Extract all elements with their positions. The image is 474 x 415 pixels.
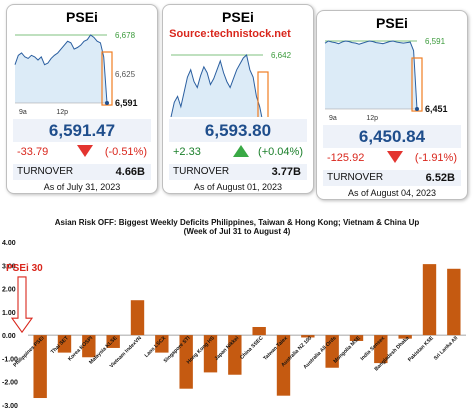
price-area xyxy=(171,55,262,117)
turnover-row: TURNOVER 3.77B xyxy=(169,164,307,180)
card-title: PSEi xyxy=(222,9,254,25)
turnover-value: 4.66B xyxy=(115,166,145,178)
change-row: +2.33 (+0.04%) xyxy=(169,144,307,160)
percent-change: (-0.51%) xyxy=(104,146,147,158)
bar-3 xyxy=(106,335,120,348)
mini-high-label: 6,642 xyxy=(271,51,292,60)
point-change: +2.33 xyxy=(173,146,201,158)
as-of-date: As of July 31, 2023 xyxy=(43,182,121,192)
index-price: 6,591.47 xyxy=(13,119,151,142)
bar-6 xyxy=(179,335,193,389)
y-tick-label: 0.00 xyxy=(2,333,16,340)
chart-subtitle: (Week of Jul 31 to August 4) xyxy=(183,227,291,236)
as-of-date: As of August 01, 2023 xyxy=(193,182,283,192)
mini-time-label: 9a xyxy=(329,115,337,122)
category-label: China SSEC xyxy=(239,335,265,361)
close-point xyxy=(415,107,419,111)
percent-change: (+0.04%) xyxy=(258,146,303,158)
mini-time-label: 9a xyxy=(19,109,27,116)
percent-change: (-1.91%) xyxy=(414,152,457,164)
source-label: Source:technistock.net xyxy=(169,28,291,40)
price-line xyxy=(14,34,108,104)
point-change: -33.79 xyxy=(17,146,49,158)
card-title: PSEi xyxy=(66,9,98,25)
bar-0 xyxy=(33,335,47,399)
bar-2 xyxy=(82,335,96,358)
chart-title-line: Asian Risk OFF: Biggest Weekly Deficits … xyxy=(54,218,420,227)
chart-title: Asian Risk OFF: Biggest Weekly Deficits … xyxy=(0,218,474,236)
bar-14 xyxy=(374,335,388,364)
y-tick-label: 4.00 xyxy=(2,240,16,247)
mini-close-label: 6,591 xyxy=(115,98,138,108)
turnover-value: 3.77B xyxy=(271,166,301,178)
highlight-box xyxy=(257,71,269,117)
price-area xyxy=(325,41,417,109)
bar-15 xyxy=(398,335,412,339)
change-row: -33.79 (-0.51%) xyxy=(13,144,151,160)
price-line xyxy=(170,54,263,117)
bar-8 xyxy=(228,335,242,375)
turnover-label: TURNOVER xyxy=(327,172,384,183)
psei-card-jul31: PSEi 6,678 6,625 6,591 9a 12p 6,591.47 -33.7… xyxy=(6,4,158,194)
bar-10 xyxy=(276,335,291,396)
bar-16 xyxy=(422,264,437,336)
as-of-date: As of August 04, 2023 xyxy=(347,188,437,198)
mini-time-label: 12p xyxy=(366,115,378,122)
bar-1 xyxy=(57,335,72,353)
mini-mid-label: 6,625 xyxy=(115,70,136,79)
bar-4 xyxy=(130,300,145,336)
bar-11 xyxy=(301,335,315,338)
bar-7 xyxy=(203,335,218,373)
index-price: 6,593.80 xyxy=(169,119,307,142)
mini-time-label: 12p xyxy=(56,109,68,116)
up-arrow-icon xyxy=(233,145,249,157)
turnover-row: TURNOVER 6.52B xyxy=(323,170,461,186)
index-price: 6,450.84 xyxy=(323,125,461,148)
bar-12 xyxy=(325,335,339,368)
annotation-arrow-icon xyxy=(10,276,34,334)
y-tick-label: -2.00 xyxy=(2,380,18,387)
highlight-box xyxy=(411,57,423,112)
price-line xyxy=(324,40,418,110)
turnover-row: TURNOVER 4.66B xyxy=(13,164,151,180)
y-tick-label: -3.00 xyxy=(2,403,18,410)
change-row: -125.92 (-1.91%) xyxy=(323,150,461,166)
highlight-box xyxy=(101,51,113,106)
y-tick-label: 3.00 xyxy=(2,263,16,270)
mini-close-label: 6,451 xyxy=(425,104,448,114)
y-tick-label: -1.00 xyxy=(2,356,18,363)
category-label: Pakistan KSE xyxy=(407,335,435,363)
mini-high-label: 6,591 xyxy=(425,37,446,46)
y-tick-label: 2.00 xyxy=(2,287,16,294)
bar-13 xyxy=(349,335,364,341)
turnover-label: TURNOVER xyxy=(173,166,230,177)
close-point xyxy=(105,101,109,105)
y-tick-label: 1.00 xyxy=(2,310,16,317)
bar-9 xyxy=(252,326,266,336)
bar-5 xyxy=(155,335,169,353)
turnover-label: TURNOVER xyxy=(17,166,74,177)
weekly-change-bar-chart: 4.003.002.001.000.00-1.00-2.00-3.00Phili… xyxy=(2,240,466,410)
psei-card-aug04: PSEi 6,591 6,451 9a 12p 6,450.84 -125.92 (-… xyxy=(316,10,468,200)
turnover-value: 6.52B xyxy=(425,172,455,184)
category-label: Sri Lanka All xyxy=(433,335,460,362)
down-arrow-icon xyxy=(387,151,403,163)
annotation-label: PSEi 30 xyxy=(6,263,43,274)
intraday-mini-chart: 6,591 6,451 9a 12p xyxy=(324,37,448,122)
price-area xyxy=(15,35,107,103)
bar-17 xyxy=(447,268,461,336)
intraday-mini-chart: 6,678 6,625 6,591 9a 12p xyxy=(14,31,138,116)
down-arrow-icon xyxy=(77,145,93,157)
mini-high-label: 6,678 xyxy=(115,31,136,40)
card-title: PSEi xyxy=(376,15,408,31)
point-change: -125.92 xyxy=(327,152,365,164)
